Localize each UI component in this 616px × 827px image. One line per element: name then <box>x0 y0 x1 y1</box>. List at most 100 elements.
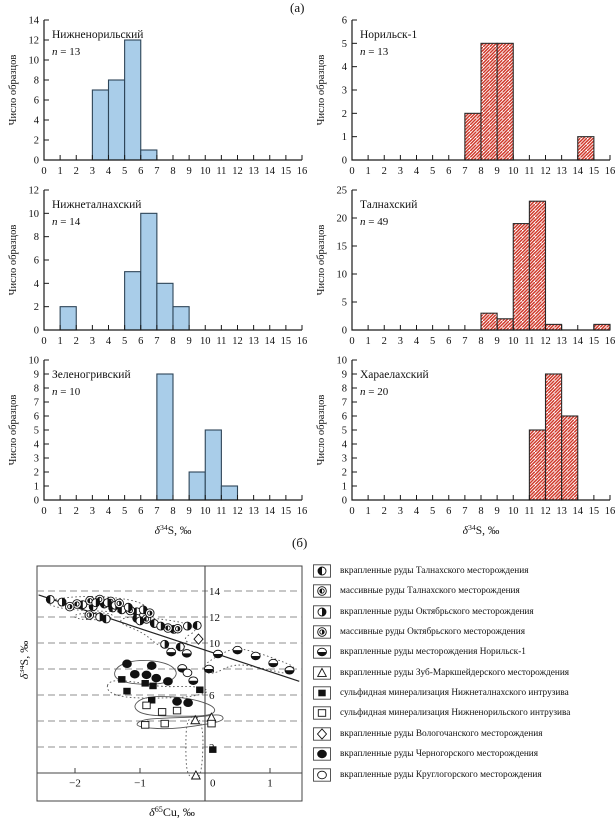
x-tick-label: 11 <box>524 336 534 347</box>
y-tick-label: 9 <box>342 370 347 381</box>
square-open-marker <box>207 719 216 728</box>
bar <box>561 415 579 501</box>
x-tick-label: 2 <box>74 336 79 347</box>
bars-group <box>528 373 579 501</box>
y-tick-label: 1 <box>342 482 347 493</box>
field-outline-dotted <box>73 612 113 621</box>
y-tick-label: 0 <box>342 326 347 337</box>
legend-item-label: вкрапленные руды месторождения Норильск-… <box>340 647 526 658</box>
histogram-grid: 0 2 4 6 8 10 12 14 0 1 2 3 4 5 6 7 8 9 10 11 12 13 14 15 16 Нижне… <box>8 16 616 538</box>
circle-half-right-marker <box>182 621 192 631</box>
bars-group <box>480 200 611 331</box>
legend-item-7: сульфидная минерализация Нижненорильског… <box>312 706 614 721</box>
legend-item-6: сульфидная минерализация Нижнеталнахског… <box>312 686 614 700</box>
legend-item-label: массивные руды Талнахского месторождения <box>340 586 520 597</box>
x-tick-label: 10 <box>508 166 519 177</box>
bar <box>204 429 222 501</box>
square-open-marker <box>172 706 182 715</box>
gridlines <box>37 590 302 748</box>
bar <box>496 42 514 161</box>
hist-n-label: n = 13 <box>360 46 389 58</box>
square-filled-marker <box>123 687 131 695</box>
square-open-marker <box>157 708 167 716</box>
x-tick-label: 11 <box>524 506 534 517</box>
series-nt-sulfide <box>118 676 217 753</box>
circle-inner-half-right-marker <box>144 608 155 618</box>
circle-half-bottom-marker <box>203 664 214 674</box>
hist-y-axis-label: Число образцов <box>8 225 19 296</box>
legend-item-2: вкрапленные руды Октябрьского месторожде… <box>312 604 614 619</box>
bar <box>124 271 142 331</box>
triangle-open-marker <box>190 770 201 780</box>
hist-n-label: n = 49 <box>360 216 389 228</box>
hist-y-axis-label: Число образцов <box>8 395 19 466</box>
legend-item-label: вкрапленные руды Октябрьского месторожде… <box>340 606 534 617</box>
x-tick-label: 14 <box>265 506 276 517</box>
y-grid-label: 14 <box>209 586 221 598</box>
x-tick-label: 6 <box>446 506 451 517</box>
y-tick-label: 6 <box>342 412 347 423</box>
x-tick-label: 3 <box>398 166 403 177</box>
bar <box>220 485 239 501</box>
x-tick-label: 15 <box>281 336 292 347</box>
hist-n-label: n = 13 <box>52 46 81 58</box>
x-tick-label: 12 <box>540 166 551 177</box>
x-tick-label: 4 <box>414 336 420 347</box>
panel-b-label: (б) <box>292 535 308 550</box>
x-tick-label: 1 <box>366 166 371 177</box>
x-tick-label: 13 <box>248 506 259 517</box>
y-tick-label: 4 <box>342 440 348 451</box>
legend-item-label: сульфидная минерализация Нижненорильског… <box>340 708 571 719</box>
x-tick-label: 12 <box>540 336 551 347</box>
x-tick-label: 9 <box>187 336 192 347</box>
y-tick-label: 1 <box>34 482 39 493</box>
square-filled-marker <box>318 689 326 697</box>
series-october-mass <box>65 598 183 634</box>
grid-label-bg <box>208 637 222 649</box>
field-outline-solid <box>136 714 224 730</box>
x-tick-label: 16 <box>605 166 616 177</box>
x-tick-label: 15 <box>589 336 600 347</box>
x-tick-label: 0 <box>349 336 354 347</box>
circle-half-left-marker <box>192 620 202 630</box>
hist-x-axis-label: δ34S, ‰ <box>155 523 192 537</box>
hist-title: Зеленогривский <box>52 369 131 381</box>
circle-inner-half-left-icon <box>313 584 331 598</box>
series-norilsk1-diss <box>166 645 295 685</box>
x-tick-label: 10 <box>200 506 211 517</box>
hist-x-axis-label: δ34S, ‰ <box>463 523 500 537</box>
square-open-marker <box>142 701 151 710</box>
legend-item-label: массивные руды Октябрьского месторождени… <box>340 626 525 637</box>
x-tick-label: 5 <box>122 506 127 517</box>
grid-label-bg <box>208 585 222 597</box>
plot-frame <box>36 565 303 802</box>
y-tick-label: 6 <box>34 256 39 267</box>
x-tick-label: 16 <box>605 506 616 517</box>
circle-half-left-marker <box>317 566 327 576</box>
x-tick-label: 0 <box>41 336 46 347</box>
bar <box>544 323 563 331</box>
x-tick-label: 16 <box>297 166 308 177</box>
x-tick-label: 13 <box>556 506 567 517</box>
x-tick-label: 11 <box>524 166 534 177</box>
y-tick-label: 3 <box>34 454 39 465</box>
y-grid-label: 12 <box>209 612 220 624</box>
x-tick-label: 13 <box>248 336 259 347</box>
tick-marks <box>351 189 611 331</box>
bar <box>140 149 158 161</box>
y-tick-label: 2 <box>34 136 39 147</box>
x-tick-label: 14 <box>573 336 584 347</box>
diamond-open-icon <box>313 727 331 741</box>
x-tick-label: 14 <box>265 336 276 347</box>
y-grid-label: 6 <box>209 690 215 702</box>
legend-item-label: вкрапленные руды Круглогорского месторож… <box>340 769 542 780</box>
x-tick-label: 2 <box>382 166 387 177</box>
circle-half-right-marker <box>160 639 170 649</box>
tick-marks <box>43 359 303 501</box>
y-tick-label: 2 <box>34 302 39 313</box>
x-tick-label: 5 <box>122 336 127 347</box>
circle-inner-half-right-marker <box>172 623 183 634</box>
